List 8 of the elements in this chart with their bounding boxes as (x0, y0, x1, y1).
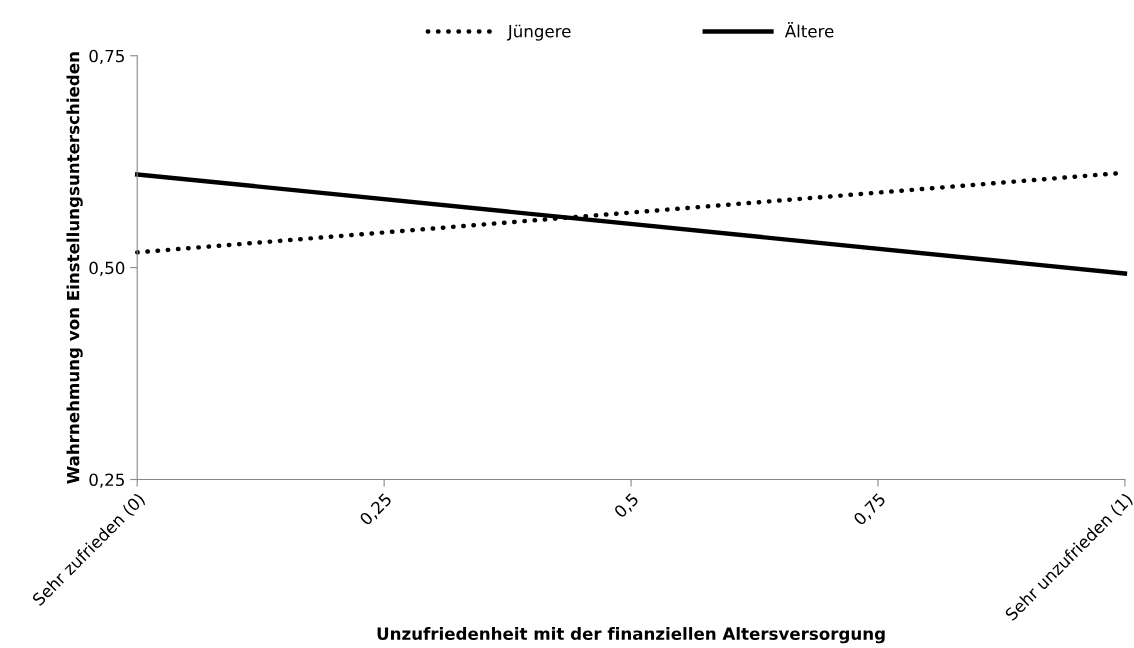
x-axis-title: Unzufriedenheit mit der finanziellen Altersversorgung (377, 627, 885, 644)
y-tick-label: 0,75 (89, 49, 124, 64)
legend-label: Ältere (784, 22, 834, 38)
y-axis-title: Wahrnehmung von Einstellungsunterschieden (66, 52, 83, 484)
legend-label: Jüngere (506, 24, 571, 41)
y-tick-label: 0,50 (89, 261, 125, 276)
x-tick-label: 0,5 (613, 492, 641, 520)
y-tick-label: 0,25 (89, 473, 124, 488)
